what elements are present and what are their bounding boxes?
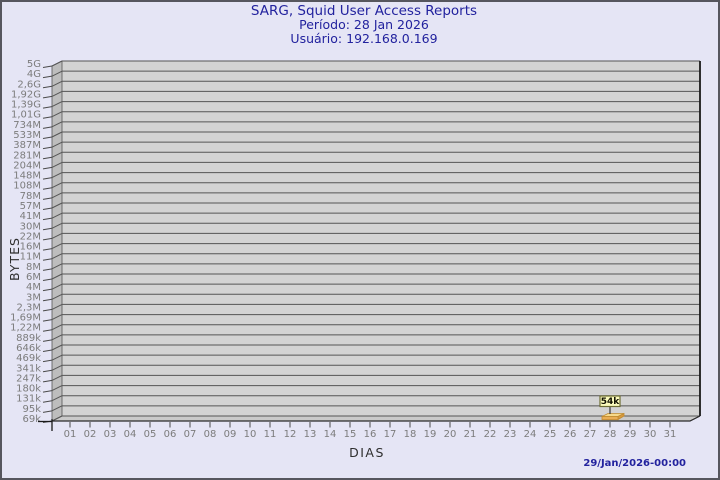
svg-text:17: 17: [384, 429, 397, 440]
svg-text:3M: 3M: [26, 292, 41, 303]
svg-text:734M: 734M: [13, 120, 41, 131]
svg-text:469k: 469k: [16, 353, 41, 364]
svg-text:04: 04: [124, 429, 137, 440]
generated-timestamp: 29/Jan/2026-00:00: [583, 458, 686, 469]
svg-text:1,69M: 1,69M: [10, 313, 41, 324]
x-axis-title: DIAS: [349, 445, 385, 460]
svg-text:54k: 54k: [601, 397, 621, 407]
svg-text:22M: 22M: [20, 231, 41, 242]
svg-text:247k: 247k: [16, 373, 41, 384]
svg-text:889k: 889k: [16, 333, 41, 344]
svg-text:1,92G: 1,92G: [11, 89, 41, 100]
svg-text:27: 27: [584, 429, 597, 440]
svg-text:22: 22: [484, 429, 497, 440]
svg-text:28: 28: [604, 429, 617, 440]
svg-text:8M: 8M: [26, 262, 41, 273]
report-user: Usuário: 192.168.0.169: [290, 31, 438, 46]
svg-text:21: 21: [464, 429, 477, 440]
svg-text:2,3M: 2,3M: [16, 302, 41, 313]
svg-text:09: 09: [224, 429, 237, 440]
svg-text:5G: 5G: [27, 59, 41, 70]
svg-text:4M: 4M: [26, 282, 41, 293]
svg-text:4G: 4G: [27, 69, 41, 80]
svg-text:41M: 41M: [20, 211, 41, 222]
svg-text:180k: 180k: [16, 384, 41, 395]
svg-text:108M: 108M: [13, 181, 41, 192]
svg-text:2,6G: 2,6G: [17, 79, 41, 90]
svg-text:06: 06: [164, 429, 177, 440]
svg-text:11M: 11M: [20, 252, 41, 263]
svg-text:15: 15: [344, 429, 357, 440]
svg-text:12: 12: [284, 429, 297, 440]
svg-text:95k: 95k: [22, 404, 41, 415]
svg-text:16M: 16M: [20, 242, 41, 253]
svg-text:16: 16: [364, 429, 377, 440]
svg-text:29: 29: [624, 429, 637, 440]
svg-text:148M: 148M: [13, 171, 41, 182]
svg-text:19: 19: [424, 429, 437, 440]
svg-text:08: 08: [204, 429, 217, 440]
svg-text:57M: 57M: [20, 201, 41, 212]
svg-text:69k: 69k: [22, 414, 41, 425]
report-header: SARG, Squid User Access Reports Período:…: [0, 4, 720, 46]
svg-text:1,01G: 1,01G: [11, 110, 41, 121]
svg-text:13: 13: [304, 429, 317, 440]
y-axis-title: BYTES: [7, 237, 22, 281]
svg-text:6M: 6M: [26, 272, 41, 283]
svg-text:30M: 30M: [20, 221, 41, 232]
svg-text:02: 02: [84, 429, 97, 440]
svg-text:131k: 131k: [16, 394, 41, 405]
svg-text:533M: 533M: [13, 130, 41, 141]
svg-text:341k: 341k: [16, 363, 41, 374]
svg-text:31: 31: [664, 429, 677, 440]
svg-text:14: 14: [324, 429, 337, 440]
svg-text:20: 20: [444, 429, 457, 440]
svg-text:646k: 646k: [16, 343, 41, 354]
svg-text:78M: 78M: [20, 191, 41, 202]
svg-text:387M: 387M: [13, 140, 41, 151]
svg-text:281M: 281M: [13, 150, 41, 161]
report-period: Período: 28 Jan 2026: [299, 17, 429, 32]
svg-text:1,22M: 1,22M: [10, 323, 41, 334]
svg-text:07: 07: [184, 429, 197, 440]
svg-text:26: 26: [564, 429, 577, 440]
svg-text:05: 05: [144, 429, 157, 440]
svg-text:23: 23: [504, 429, 517, 440]
svg-text:10: 10: [244, 429, 257, 440]
svg-text:11: 11: [264, 429, 277, 440]
report-title: SARG, Squid User Access Reports: [250, 3, 478, 19]
svg-text:30: 30: [644, 429, 657, 440]
svg-text:1,39G: 1,39G: [11, 100, 41, 111]
svg-text:01: 01: [64, 429, 77, 440]
svg-text:204M: 204M: [13, 160, 41, 171]
svg-text:24: 24: [524, 429, 537, 440]
svg-text:25: 25: [544, 429, 557, 440]
svg-text:03: 03: [104, 429, 117, 440]
svg-text:18: 18: [404, 429, 417, 440]
